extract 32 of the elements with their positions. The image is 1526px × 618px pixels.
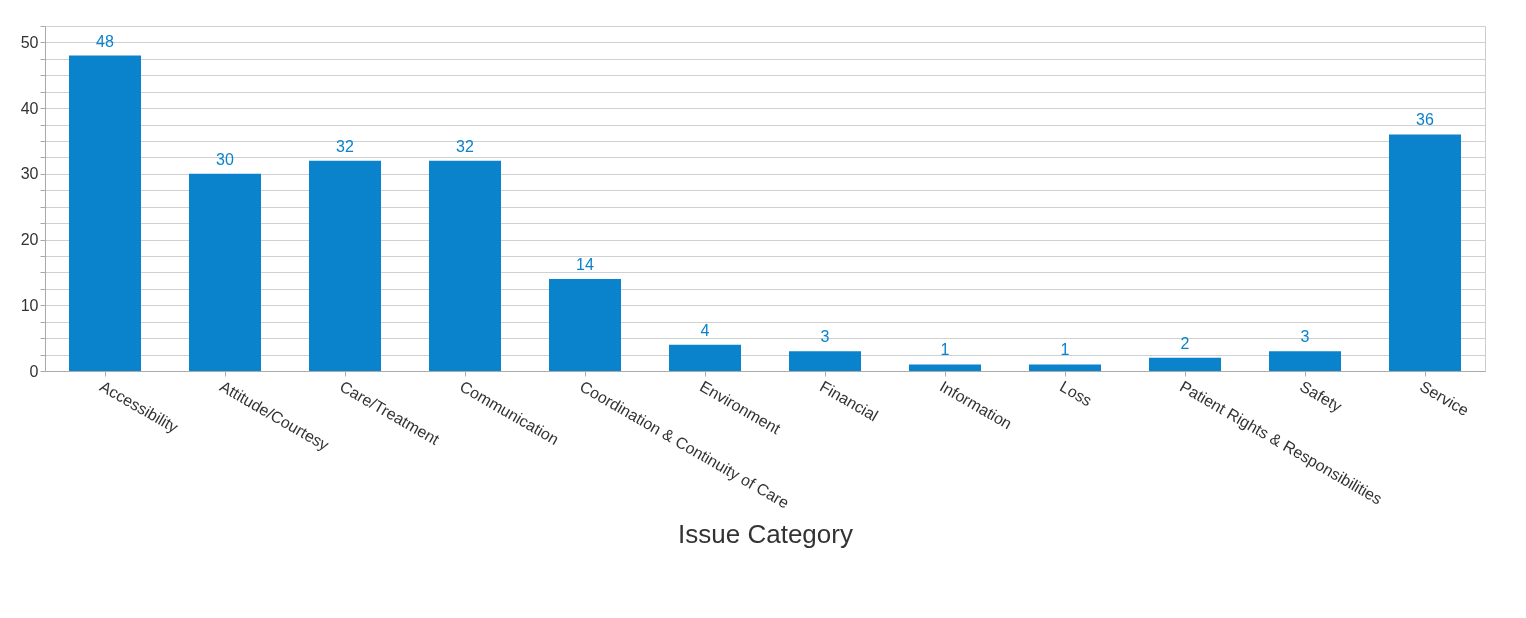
x-axis-title: Issue Category [678,518,853,549]
data-label: 30 [216,150,234,168]
data-label: 4 [700,321,710,339]
bar [429,160,501,371]
data-label: 14 [576,256,594,273]
y-tick-label: 10 [20,296,39,314]
y-tick-label: 40 [20,99,39,117]
bar [789,351,861,371]
data-label: 3 [820,328,830,346]
y-tick-label: 0 [29,362,39,380]
bar [549,279,621,371]
data-label: 32 [456,137,474,155]
bar [69,55,141,371]
x-tick-label: Loss [1057,377,1095,410]
bar [1029,364,1101,371]
data-label: 3 [1300,328,1310,346]
bar [189,173,261,371]
bar [1269,351,1341,371]
data-label: 32 [336,137,354,155]
bar [309,160,381,371]
data-label: 48 [96,32,114,50]
y-tick-label: 20 [20,231,39,249]
y-tick-label: 50 [20,33,39,51]
bar [1149,357,1221,371]
bar [669,344,741,371]
data-label: 2 [1180,334,1190,352]
data-label: 1 [940,341,950,359]
bar [909,364,981,371]
bar [1389,134,1461,371]
data-label: 36 [1416,111,1434,129]
y-tick-label: 30 [20,165,39,183]
data-label: 1 [1060,341,1070,359]
